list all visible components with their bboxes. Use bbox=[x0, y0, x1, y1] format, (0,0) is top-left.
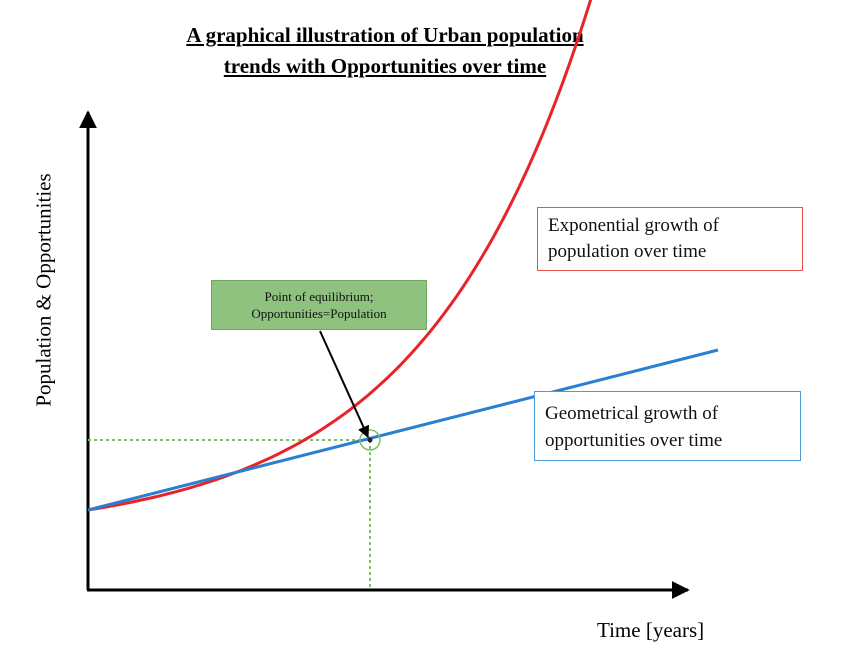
annotation-exponential-line-1: Exponential growth of bbox=[548, 215, 719, 236]
equilibrium-pointer-arrow bbox=[319, 330, 370, 439]
annotation-geometrical-line-1: Geometrical growth of bbox=[545, 403, 719, 424]
chart-title-line-1: A graphical illustration of Urban popula… bbox=[186, 23, 584, 47]
annotation-equilibrium: Point of equilibrium; Opportunities=Popu… bbox=[211, 280, 427, 330]
annotation-exponential-line-2: population over time bbox=[548, 241, 707, 262]
series-line-population bbox=[87, 0, 593, 512]
chart-title-line-2: trends with Opportunities over time bbox=[223, 54, 547, 78]
x-axis-label: Time [years] bbox=[597, 618, 705, 642]
annotation-equilibrium-line-1: Point of equilibrium; bbox=[264, 289, 374, 304]
annotation-exponential-growth: Exponential growth of population over ti… bbox=[537, 207, 803, 271]
equilibrium-point bbox=[367, 437, 373, 443]
series-line-opportunities bbox=[87, 348, 719, 512]
equilibrium-point-ring bbox=[359, 429, 381, 451]
y-axis-label: Population & Opportunities bbox=[31, 173, 56, 407]
annotation-equilibrium-line-2: Opportunities=Population bbox=[251, 306, 387, 321]
chart-title: A graphical illustration of Urban popula… bbox=[0, 20, 770, 82]
annotation-geometrical-line-2: opportunities over time bbox=[545, 430, 723, 451]
annotation-geometrical-growth: Geometrical growth of opportunities over… bbox=[534, 391, 801, 461]
